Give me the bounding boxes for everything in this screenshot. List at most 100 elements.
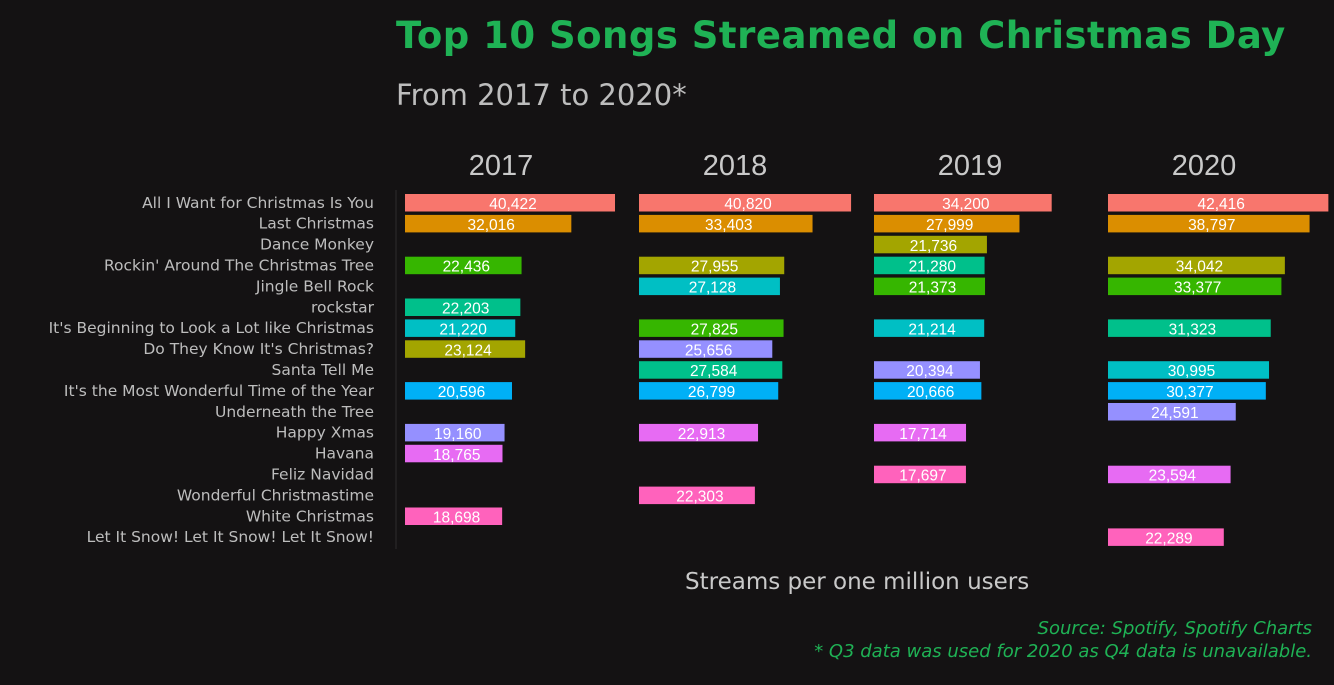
data-label: 40,422	[489, 196, 536, 213]
bar	[639, 277, 780, 296]
bar	[1108, 465, 1231, 484]
data-label: 33,377	[1174, 280, 1221, 297]
bar	[874, 423, 967, 442]
footnote-caption: * Q3 data was used for 2020 as Q4 data i…	[814, 641, 1312, 662]
bar	[639, 361, 783, 379]
bar	[1108, 361, 1270, 379]
y-tick-label: All I Want for Christmas Is You	[142, 194, 374, 212]
bar	[874, 277, 986, 296]
data-label: 27,999	[926, 217, 973, 234]
bar	[1108, 403, 1236, 421]
chart-title: Top 10 Songs Streamed on Christmas Day	[396, 14, 1286, 57]
y-tick-label: Happy Xmas	[276, 424, 374, 442]
bar	[405, 214, 572, 233]
bar	[874, 214, 1020, 233]
data-label: 17,714	[899, 426, 947, 443]
data-label: 27,955	[691, 259, 738, 276]
y-tick-label: It's the Most Wonderful Time of the Year	[64, 382, 375, 400]
x-axis-label: Streams per one million users	[685, 569, 1030, 595]
data-label: 42,416	[1197, 196, 1244, 213]
y-tick-label: Havana	[315, 445, 374, 463]
data-label: 34,200	[942, 196, 990, 213]
bar	[874, 361, 980, 379]
bar	[405, 319, 516, 337]
data-label: 22,436	[443, 259, 490, 276]
bar	[639, 194, 852, 212]
y-tick-label: Dance Monkey	[260, 236, 374, 254]
data-label: 23,594	[1149, 468, 1197, 485]
bar	[639, 423, 759, 442]
data-label: 27,584	[690, 363, 738, 380]
y-tick-label: rockstar	[311, 298, 375, 316]
bar	[1108, 194, 1329, 212]
data-label: 17,697	[899, 468, 946, 485]
data-label: 32,016	[467, 217, 514, 234]
data-label: 20,666	[907, 384, 954, 401]
bar	[405, 423, 505, 442]
bar	[405, 444, 503, 463]
bar	[1108, 382, 1266, 400]
data-label: 21,220	[439, 321, 487, 338]
bar	[639, 340, 773, 358]
y-tick-label: Do They Know It's Christmas?	[143, 340, 374, 358]
bar	[405, 194, 616, 212]
data-label: 21,280	[909, 259, 957, 276]
bar	[874, 256, 985, 275]
data-label: 18,698	[433, 510, 480, 527]
data-label: 30,995	[1168, 363, 1215, 380]
bar	[874, 194, 1052, 212]
data-label: 21,736	[910, 238, 957, 255]
data-label: 27,128	[689, 280, 736, 297]
y-tick-label: Last Christmas	[259, 215, 374, 233]
data-label: 34,042	[1176, 259, 1223, 276]
data-label: 24,591	[1151, 405, 1198, 422]
y-tick-label: It's Beginning to Look a Lot like Christ…	[49, 319, 374, 337]
data-label: 22,289	[1145, 530, 1192, 547]
y-tick-label: Let It Snow! Let It Snow! Let It Snow!	[87, 528, 374, 546]
data-label: 20,596	[438, 384, 485, 401]
facet-label: 2017	[469, 150, 534, 182]
y-tick-label: Feliz Navidad	[271, 465, 374, 483]
data-label: 33,403	[705, 217, 752, 234]
data-label: 21,373	[909, 280, 956, 297]
bar	[1108, 256, 1285, 275]
bar	[639, 214, 813, 233]
bar	[405, 298, 521, 316]
y-tick-label: Santa Tell Me	[272, 361, 374, 379]
bar	[1108, 214, 1310, 233]
y-tick-label: Jingle Bell Rock	[255, 277, 374, 295]
data-label: 31,323	[1169, 321, 1216, 338]
bar	[405, 340, 526, 358]
facet-label: 2019	[938, 150, 1003, 182]
bar	[1108, 277, 1282, 296]
data-label: 20,394	[906, 363, 954, 380]
data-label: 19,160	[434, 426, 482, 443]
data-label: 21,214	[908, 321, 956, 338]
data-label: 23,124	[444, 342, 492, 359]
data-label: 40,820	[724, 196, 772, 213]
y-tick-label: Wonderful Christmastime	[177, 486, 374, 504]
bar	[639, 319, 784, 337]
bar	[639, 256, 785, 275]
source-caption: Source: Spotify, Spotify Charts	[1037, 618, 1312, 639]
y-tick-label: Underneath the Tree	[215, 403, 374, 421]
facet-label: 2018	[703, 150, 768, 182]
bar	[874, 319, 985, 337]
data-label: 22,913	[678, 426, 725, 443]
data-label: 18,765	[433, 447, 480, 464]
bar	[405, 256, 522, 275]
y-tick-label: Rockin' Around The Christmas Tree	[104, 256, 374, 274]
chart-subtitle: From 2017 to 2020*	[396, 78, 687, 112]
bar	[874, 465, 966, 484]
facet-label: 2020	[1172, 150, 1237, 182]
bar	[874, 235, 987, 254]
data-label: 22,303	[676, 489, 723, 506]
y-tick-label: White Christmas	[246, 507, 374, 525]
data-label: 38,797	[1188, 217, 1235, 234]
bar	[405, 382, 513, 400]
data-label: 22,203	[442, 301, 489, 318]
bar	[1108, 319, 1271, 337]
bar	[405, 507, 503, 525]
bar	[639, 486, 755, 505]
